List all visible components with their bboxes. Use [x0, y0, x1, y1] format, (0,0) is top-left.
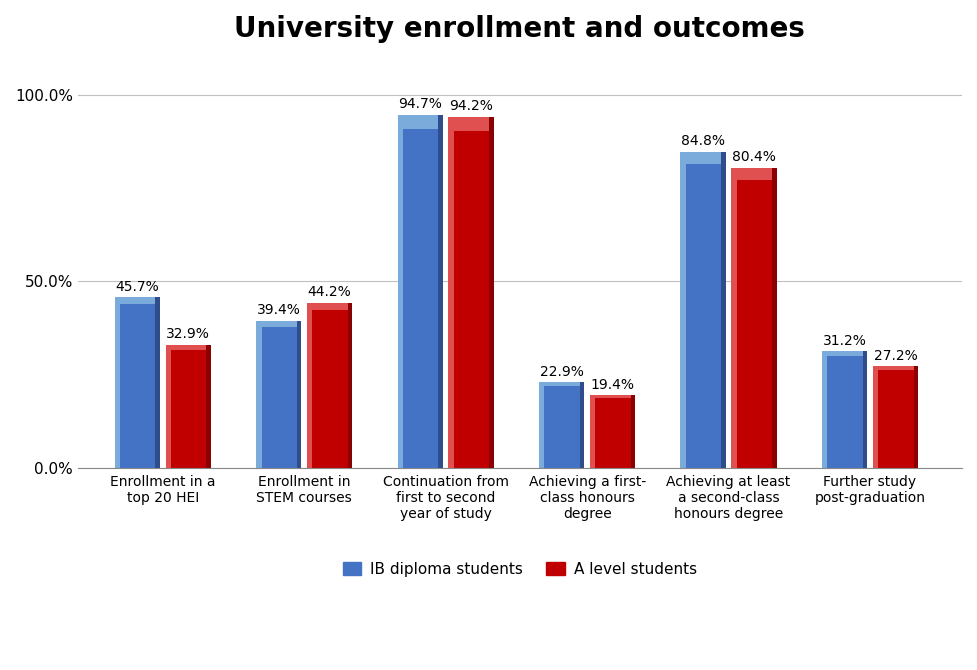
Bar: [448, 117, 454, 468]
Bar: [539, 383, 544, 468]
Bar: [398, 115, 443, 468]
Bar: [772, 168, 777, 468]
Text: 94.7%: 94.7%: [399, 97, 443, 111]
Text: 94.2%: 94.2%: [449, 99, 493, 113]
Bar: [863, 352, 868, 468]
Text: 45.7%: 45.7%: [115, 279, 159, 293]
Legend: IB diploma students, A level students: IB diploma students, A level students: [337, 555, 703, 583]
Bar: [256, 321, 262, 468]
Bar: [822, 352, 868, 356]
Bar: [872, 366, 918, 371]
Bar: [631, 395, 635, 468]
Text: 22.9%: 22.9%: [539, 364, 583, 379]
Bar: [872, 366, 878, 468]
Bar: [913, 366, 918, 468]
Bar: [732, 168, 737, 468]
Bar: [721, 151, 726, 468]
Bar: [114, 297, 120, 468]
Bar: [165, 345, 211, 468]
Bar: [348, 303, 353, 468]
Bar: [114, 297, 160, 304]
Bar: [822, 352, 868, 468]
Text: 44.2%: 44.2%: [308, 285, 352, 299]
Bar: [822, 352, 828, 468]
Bar: [681, 151, 686, 468]
Bar: [539, 383, 584, 468]
Bar: [590, 395, 635, 468]
Bar: [732, 168, 777, 468]
Bar: [681, 151, 726, 164]
Bar: [297, 321, 301, 468]
Bar: [732, 168, 777, 180]
Bar: [448, 117, 493, 468]
Bar: [398, 115, 403, 468]
Bar: [872, 366, 918, 468]
Text: 32.9%: 32.9%: [166, 328, 210, 342]
Text: 39.4%: 39.4%: [257, 303, 301, 317]
Bar: [206, 345, 211, 468]
Text: 19.4%: 19.4%: [590, 378, 635, 392]
Text: 31.2%: 31.2%: [823, 334, 867, 348]
Bar: [489, 117, 493, 468]
Bar: [448, 117, 493, 131]
Bar: [307, 303, 353, 468]
Bar: [398, 115, 443, 129]
Bar: [439, 115, 443, 468]
Bar: [579, 383, 584, 468]
Bar: [155, 297, 160, 468]
Bar: [307, 303, 353, 310]
Text: 27.2%: 27.2%: [873, 348, 917, 362]
Bar: [307, 303, 313, 468]
Bar: [539, 383, 584, 386]
Title: University enrollment and outcomes: University enrollment and outcomes: [234, 15, 805, 43]
Bar: [681, 151, 726, 468]
Bar: [256, 321, 301, 327]
Text: 84.8%: 84.8%: [681, 134, 725, 148]
Bar: [165, 345, 211, 350]
Bar: [114, 297, 160, 468]
Bar: [590, 395, 635, 398]
Text: 80.4%: 80.4%: [732, 150, 776, 164]
Bar: [165, 345, 171, 468]
Bar: [256, 321, 301, 468]
Bar: [590, 395, 595, 468]
